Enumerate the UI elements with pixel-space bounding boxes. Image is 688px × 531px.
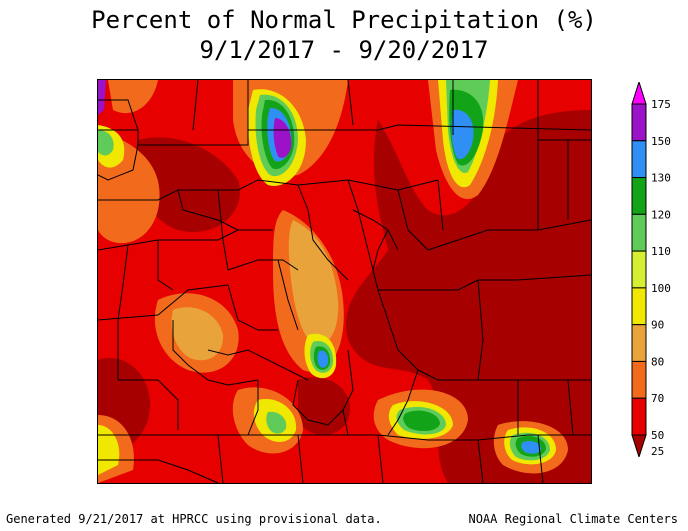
legend-label: 150 [651, 135, 671, 148]
legend-swatch [631, 397, 647, 436]
tan-band-sw [171, 307, 224, 361]
purple-nw-corner [98, 80, 106, 115]
legend-label: 50 [651, 429, 664, 442]
legend-swatch [631, 213, 647, 252]
legend-label: 110 [651, 245, 671, 258]
legend-label: 80 [651, 355, 664, 368]
legend-swatch [631, 434, 647, 459]
legend-swatch [631, 177, 647, 215]
legend-label: 130 [651, 172, 671, 185]
legend-swatch [631, 360, 647, 399]
lightgreen-nw [98, 130, 114, 156]
legend-swatch [631, 103, 647, 142]
legend-label: 175 [651, 98, 671, 111]
legend-label: 70 [651, 392, 664, 405]
dark-region-east [346, 110, 591, 483]
green-se [403, 410, 440, 432]
credit-note: NOAA Regional Climate Centers [468, 512, 678, 526]
legend-swatch [631, 250, 647, 289]
legend-label: 120 [651, 208, 671, 221]
legend-swatch [631, 324, 647, 362]
generated-note: Generated 9/21/2017 at HPRCC using provi… [6, 512, 382, 526]
dark-region-west [135, 137, 240, 232]
date-range-subtitle: 9/1/2017 - 9/20/2017 [199, 36, 489, 64]
legend-label: 90 [651, 319, 664, 332]
precipitation-map [97, 79, 592, 484]
legend-label: 100 [651, 282, 671, 295]
blue-ne [451, 109, 474, 160]
legend-label: 25 [651, 445, 664, 457]
purple-n-center [273, 118, 292, 158]
tan-band-central [288, 220, 339, 346]
blue-se2 [521, 440, 541, 454]
lightgreen-south [266, 411, 287, 434]
map-title: Percent of Normal Precipitation (%) [91, 6, 597, 34]
blue-central [317, 350, 329, 368]
orange-band-nw-top [108, 80, 158, 114]
legend-swatch [631, 140, 647, 179]
legend-swatch [631, 80, 647, 105]
color-scale-legend: 175 150 130 120 110 100 90 80 70 50 25 [628, 80, 688, 459]
legend-swatch [631, 287, 647, 326]
county-boundaries [98, 80, 591, 483]
yellow-sw-corner [98, 425, 120, 475]
